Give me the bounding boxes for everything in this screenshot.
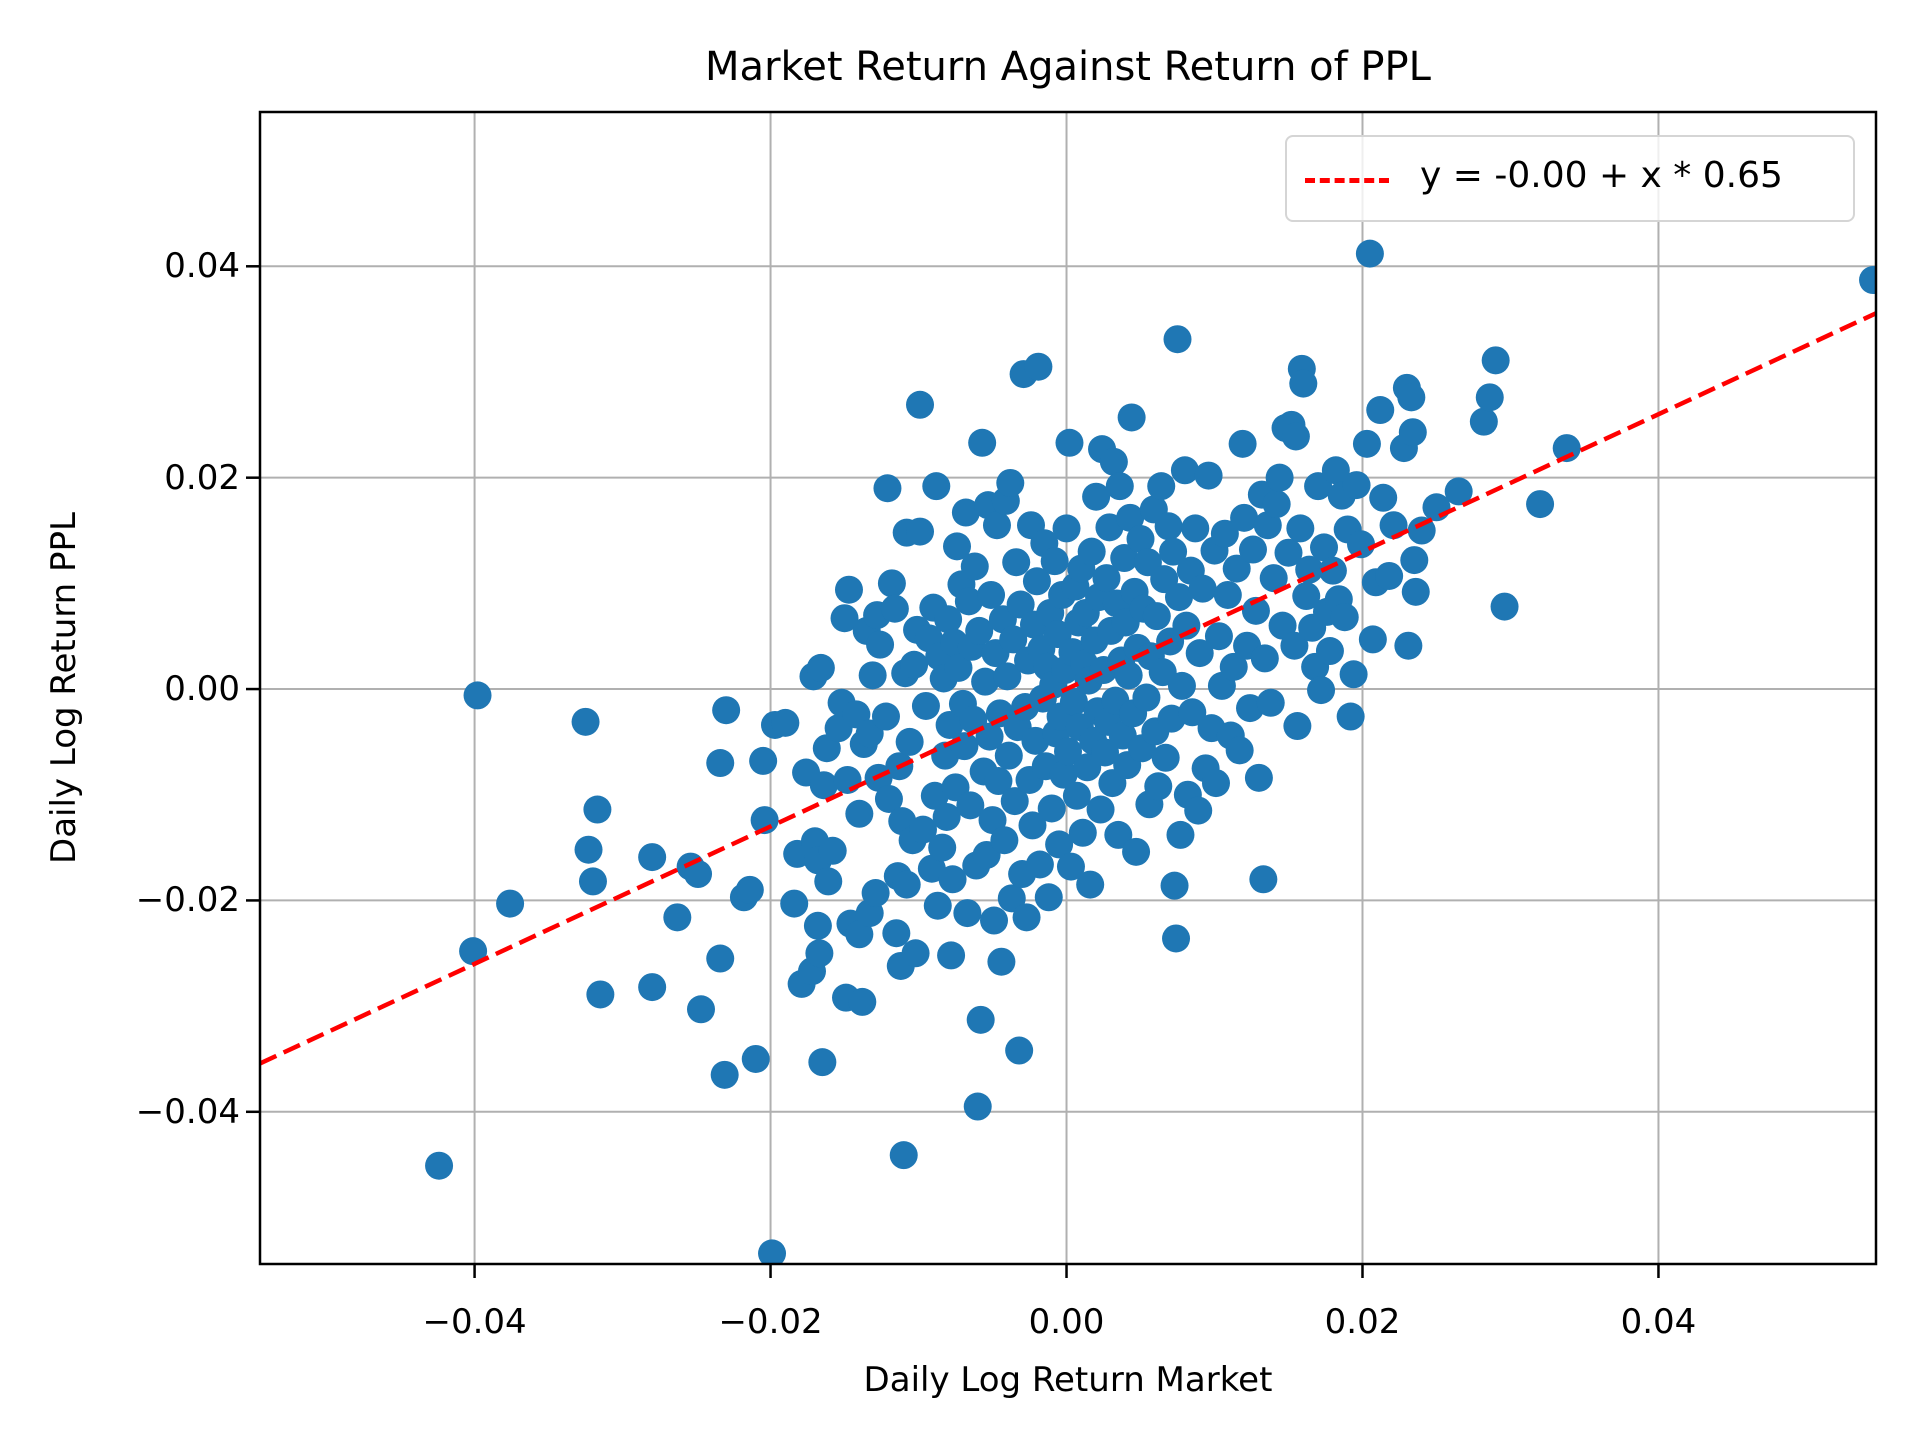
y-tick-label: 0.02 [164,457,240,498]
scatter-points [425,239,1876,1264]
y-axis-label: Daily Log Return PPL [44,512,84,864]
x-tick-label: 0.00 [1028,1302,1105,1342]
x-tick-label: −0.02 [718,1302,823,1342]
y-tick-label: −0.04 [135,1091,240,1132]
gridlines [260,112,1876,1264]
x-tick-label: −0.04 [422,1302,527,1342]
y-tick-label: 0.00 [164,669,240,710]
x-tick-label: 0.04 [1620,1302,1697,1342]
x-tick-label: 0.02 [1324,1302,1401,1342]
tick-marks [246,265,1660,1278]
dashed-line-icon [1305,178,1389,183]
legend-label: y = -0.00 + x * 0.65 [1420,155,1783,196]
y-tick-label: −0.02 [135,880,240,921]
chart-title: Market Return Against Return of PPL [705,44,1431,90]
y-tick-label: 0.04 [164,246,240,287]
legend: y = -0.00 + x * 0.65 [1285,135,1855,222]
x-axis-label: Daily Log Return Market [863,1360,1273,1400]
regression-line [260,311,1876,1066]
